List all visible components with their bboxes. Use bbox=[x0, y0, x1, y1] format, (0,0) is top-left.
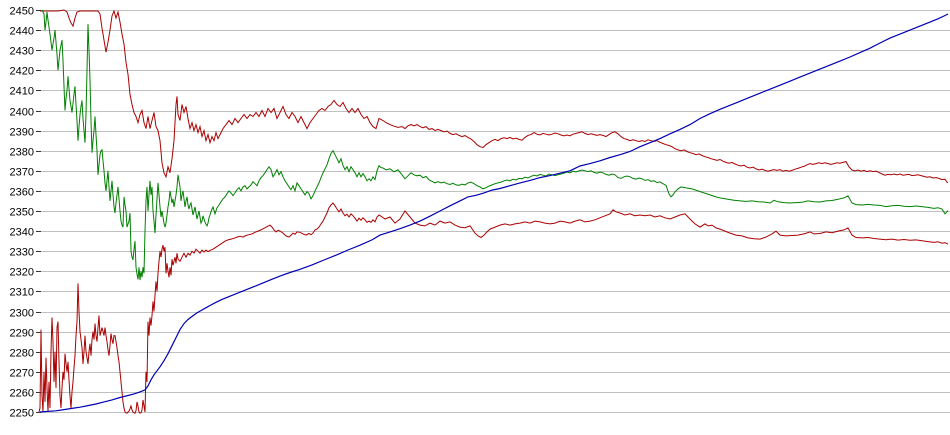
series-blue-rising-line bbox=[39, 13, 949, 413]
y-axis-label: 2380 bbox=[10, 147, 34, 159]
y-axis-label: 2360 bbox=[10, 187, 34, 199]
y-axis-label: 2390 bbox=[10, 127, 34, 139]
y-axis-label: 2450 bbox=[10, 6, 34, 18]
y-axis-label: 2350 bbox=[10, 207, 34, 219]
y-axis-label: 2300 bbox=[10, 308, 34, 320]
y-axis-label: 2310 bbox=[10, 287, 34, 299]
series-green-middle-line bbox=[41, 9, 949, 281]
y-axis-label: 2340 bbox=[10, 227, 34, 239]
y-axis-label: 2270 bbox=[10, 368, 34, 380]
y-axis-label: 2410 bbox=[10, 86, 34, 98]
y-axis-label: 2370 bbox=[10, 167, 34, 179]
y-axis-label: 2430 bbox=[10, 46, 34, 58]
y-axis-label: 2320 bbox=[10, 267, 34, 279]
y-axis-label: 2420 bbox=[10, 66, 34, 78]
y-axis-label: 2260 bbox=[10, 388, 34, 400]
y-axis-label: 2280 bbox=[10, 348, 34, 360]
y-axis-label: 2440 bbox=[10, 26, 34, 38]
series-lower-red-band-line bbox=[38, 202, 949, 414]
y-axis-label: 2330 bbox=[10, 247, 34, 259]
y-axis-label: 2250 bbox=[10, 408, 34, 420]
y-axis-label: 2400 bbox=[10, 107, 34, 119]
y-axis-label: 2290 bbox=[10, 328, 34, 340]
series-upper-red-band-line bbox=[40, 9, 949, 184]
